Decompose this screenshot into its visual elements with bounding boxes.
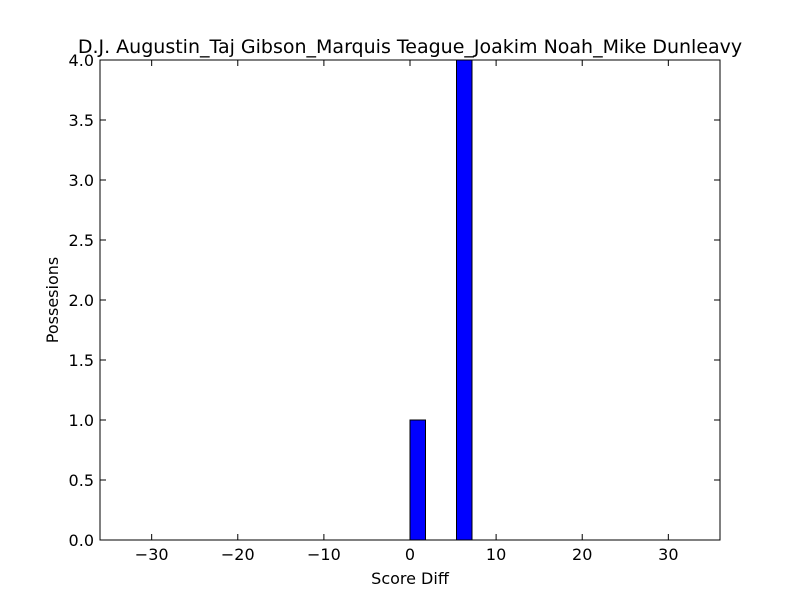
chart-title: D.J. Augustin_Taj Gibson_Marquis Teague_… <box>78 36 742 58</box>
y-axis-label: Possesions <box>43 257 62 343</box>
y-tick-label: 2.5 <box>69 231 94 250</box>
x-tick-label: 30 <box>658 545 678 564</box>
axis-ticks: −30 −20 −10 0 10 20 30 0.0 0.5 1.0 1.5 2.0 2.5 3.0 3.5… <box>69 51 720 564</box>
y-tick-label: 1.0 <box>69 411 94 430</box>
bars <box>409 59 473 541</box>
y-tick-label: 3.5 <box>69 111 94 130</box>
plot-frame <box>99 59 721 541</box>
y-tick-label: 4.0 <box>69 51 94 70</box>
x-tick-label: −10 <box>307 545 341 564</box>
x-tick-label: −20 <box>221 545 255 564</box>
x-tick-label: 20 <box>572 545 592 564</box>
y-tick-label: 1.5 <box>69 351 94 370</box>
y-tick-label: 0.0 <box>69 531 94 550</box>
histogram-bar <box>409 419 426 541</box>
x-axis-label: Score Diff <box>371 569 450 588</box>
y-tick-label: 2.0 <box>69 291 94 310</box>
y-tick-label: 3.0 <box>69 171 94 190</box>
x-tick-label: 10 <box>486 545 506 564</box>
y-tick-label: 0.5 <box>69 471 94 490</box>
histogram-bar <box>456 59 473 541</box>
x-tick-label: −30 <box>135 545 169 564</box>
x-tick-label: 0 <box>405 545 415 564</box>
